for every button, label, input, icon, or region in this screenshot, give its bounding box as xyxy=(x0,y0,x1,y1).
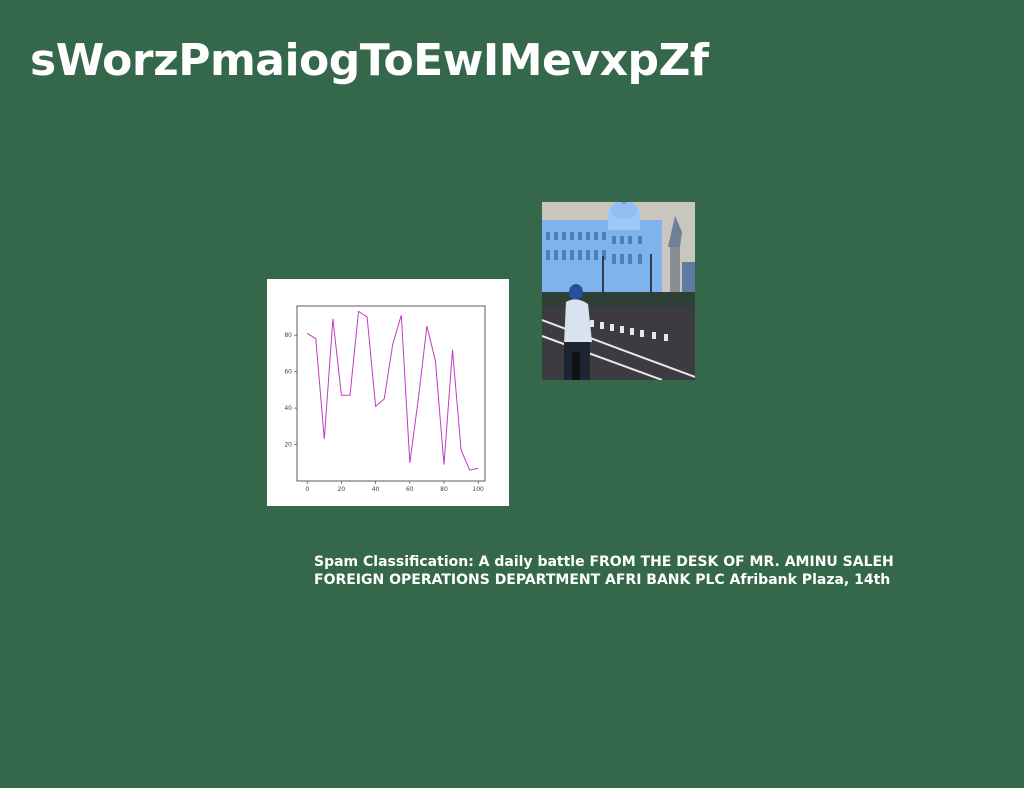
x-tick-label: 0 xyxy=(305,486,309,493)
y-tick-label: 20 xyxy=(284,442,292,449)
page-title: sWorzPmaiogToEwIMevxpZf xyxy=(30,35,709,86)
x-tick-label: 60 xyxy=(406,486,414,493)
y-tick-label: 80 xyxy=(284,332,292,339)
x-tick-label: 100 xyxy=(472,486,484,493)
x-tick-label: 20 xyxy=(338,486,346,493)
photo-cyclist xyxy=(564,284,592,380)
y-tick-label: 40 xyxy=(284,405,292,412)
street-photo xyxy=(542,202,695,380)
article-caption: Spam Classification: A daily battle FROM… xyxy=(314,554,894,588)
line-chart-image: 0 20 40 60 80 100 20 40 60 80 xyxy=(267,279,509,506)
y-tick-label: 60 xyxy=(284,369,292,376)
plot-frame xyxy=(296,305,486,482)
cyclist-building-photo xyxy=(542,202,695,380)
series-line xyxy=(307,310,479,471)
x-tick-label: 40 xyxy=(372,486,380,493)
x-tick-label: 80 xyxy=(440,486,448,493)
line-chart: 0 20 40 60 80 100 20 40 60 80 xyxy=(284,305,486,493)
